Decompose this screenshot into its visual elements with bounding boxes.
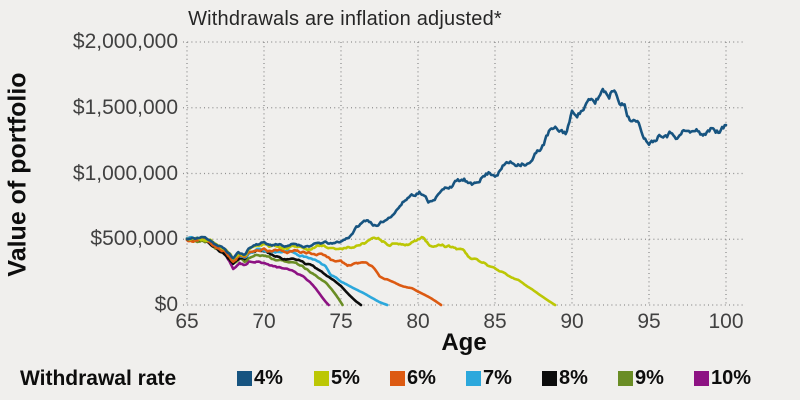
y-tick-label: $500,000 [90, 227, 178, 251]
legend-swatch [466, 370, 481, 386]
legend-swatch [618, 370, 633, 386]
legend-label: 5% [331, 367, 360, 389]
legend-item: 8% [542, 368, 588, 388]
legend-item: 6% [390, 368, 436, 388]
legend-item: 5% [314, 368, 360, 388]
y-tick-label: $1,000,000 [72, 161, 178, 185]
legend-item: 4% [237, 368, 283, 388]
x-tick-label: 80 [406, 310, 430, 333]
legend-title: Withdrawal rate [20, 367, 177, 390]
series-line-5% [185, 235, 557, 307]
legend-swatch [237, 370, 252, 386]
legend-label: 10% [711, 367, 752, 389]
legend-item: 9% [618, 368, 664, 388]
x-tick-label: 90 [560, 310, 584, 333]
legend-label: 8% [559, 367, 588, 389]
x-tick-label: 70 [252, 310, 276, 333]
legend-label: 9% [635, 367, 664, 389]
x-tick-label: 100 [708, 310, 744, 333]
x-tick-label: 95 [637, 310, 661, 333]
legend-swatch [390, 370, 405, 386]
x-tick-label: 85 [483, 310, 507, 333]
series-line-6% [185, 237, 443, 307]
chart-title: Withdrawals are inflation adjusted* [188, 8, 502, 30]
legend-swatch [542, 370, 557, 386]
legend-item: 10% [694, 368, 751, 388]
x-tick-label: 65 [175, 310, 199, 333]
legend-label: 4% [254, 367, 283, 389]
legend-swatch [694, 370, 709, 386]
y-tick-label: $2,000,000 [72, 30, 178, 53]
legend-item: 7% [466, 368, 512, 388]
y-tick-label: $0 [154, 293, 178, 316]
series-line-4% [185, 87, 728, 260]
y-tick-label: $1,500,000 [72, 95, 178, 119]
legend-swatch [314, 370, 329, 386]
legend-label: 6% [407, 367, 436, 389]
x-tick-label: 75 [329, 310, 353, 333]
x-axis-title: Age [441, 329, 487, 356]
legend-label: 7% [483, 367, 512, 389]
